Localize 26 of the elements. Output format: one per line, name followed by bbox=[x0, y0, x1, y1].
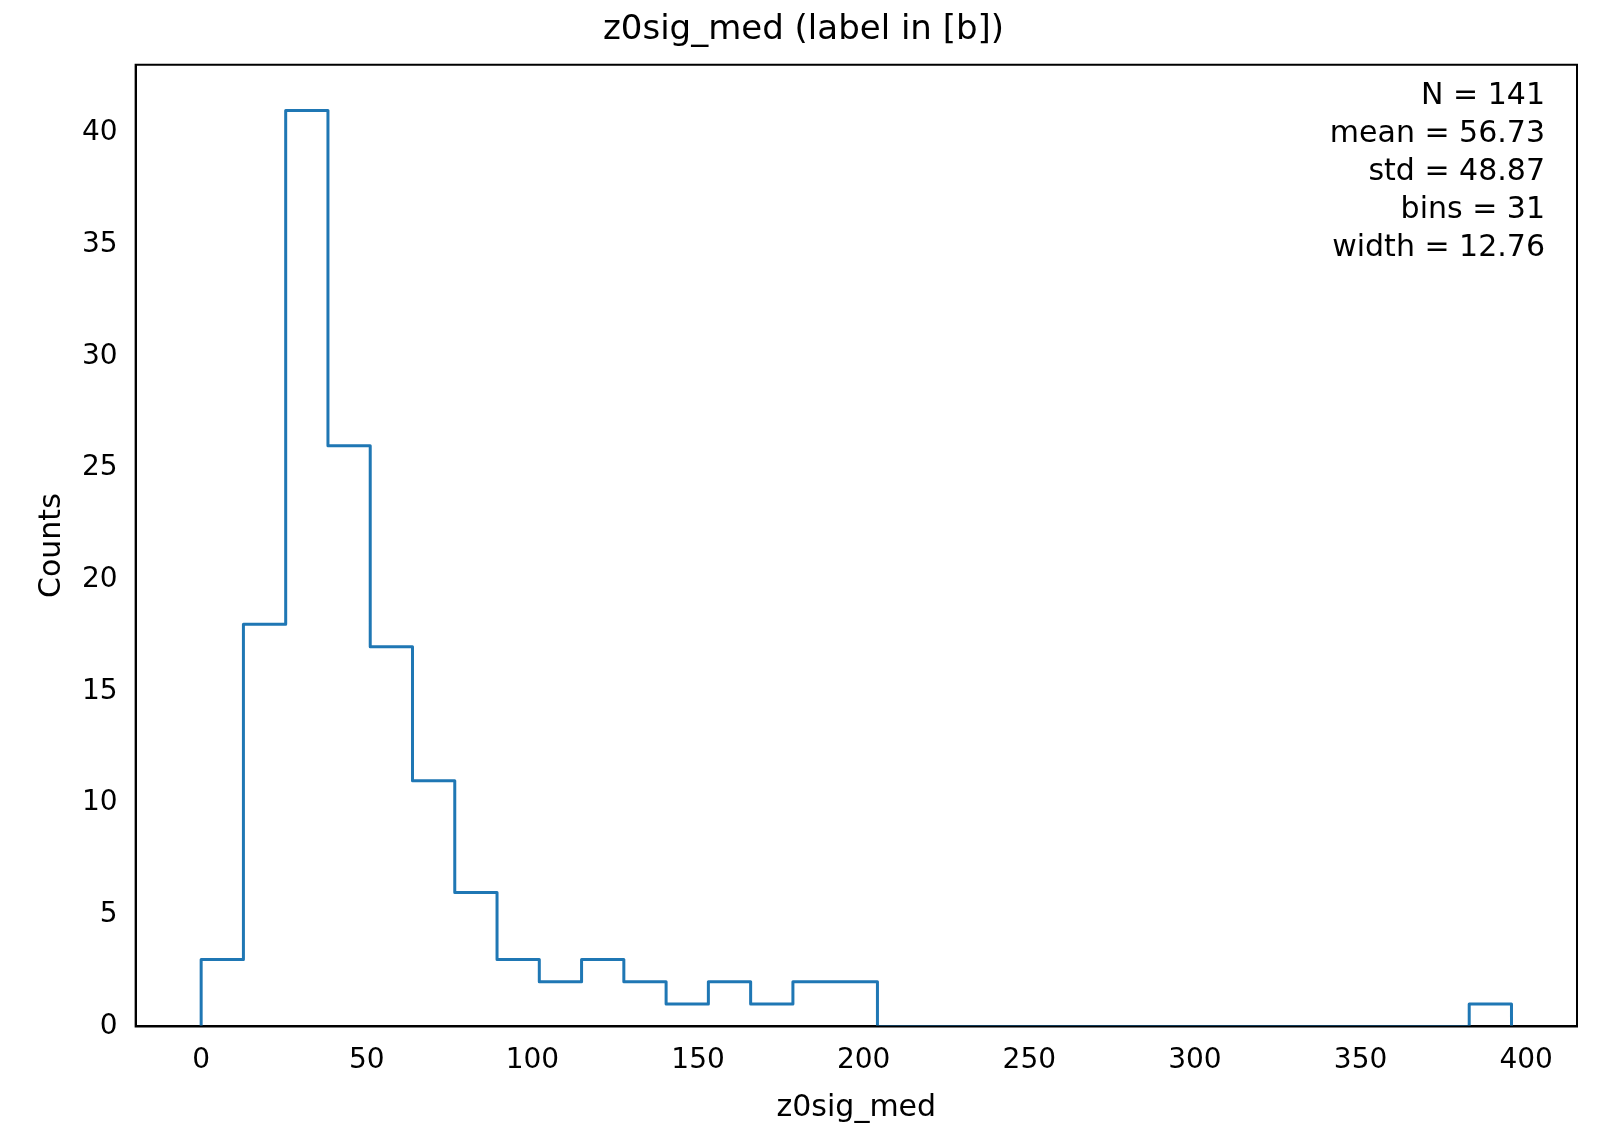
y-tick-label: 0 bbox=[99, 1007, 118, 1041]
x-tick-label: 150 bbox=[671, 1042, 725, 1076]
x-axis-title: z0sig_med bbox=[776, 1087, 937, 1123]
x-tick-label: 0 bbox=[192, 1042, 211, 1076]
x-tick-label: 250 bbox=[1002, 1042, 1057, 1076]
y-tick-label: 10 bbox=[81, 784, 118, 818]
x-tick-label: 200 bbox=[836, 1042, 891, 1076]
y-tick-label: 5 bbox=[99, 896, 118, 929]
x-tick-label: 100 bbox=[505, 1042, 560, 1076]
x-tick-label: 400 bbox=[1499, 1042, 1553, 1076]
annotation: width = 12.76 bbox=[1332, 227, 1545, 263]
y-tick-label: 30 bbox=[81, 337, 118, 371]
y-tick-label: 35 bbox=[81, 225, 118, 259]
x-tick-label: 50 bbox=[348, 1042, 385, 1076]
x-tick-label: 350 bbox=[1333, 1042, 1388, 1076]
annotation: std = 48.87 bbox=[1368, 151, 1545, 187]
annotation: N = 141 bbox=[1421, 75, 1545, 111]
x-tick-label: 300 bbox=[1168, 1042, 1222, 1076]
annotation: bins = 31 bbox=[1400, 189, 1545, 225]
y-tick-label: 40 bbox=[81, 114, 118, 148]
y-tick-label: 20 bbox=[81, 560, 118, 594]
annotation: mean = 56.73 bbox=[1329, 113, 1545, 149]
y-tick-label: 15 bbox=[81, 672, 118, 706]
chart-title: z0sig_med (label in [b]) bbox=[602, 7, 1005, 48]
y-axis-title: Counts bbox=[31, 493, 67, 598]
y-tick-label: 25 bbox=[81, 449, 118, 483]
